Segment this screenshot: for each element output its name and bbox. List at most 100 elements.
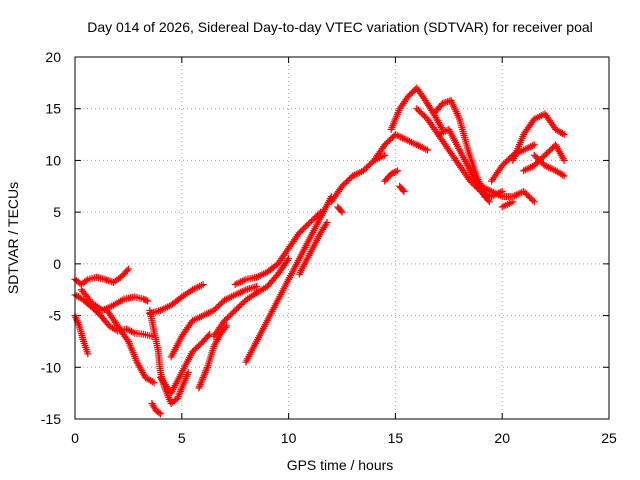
data-point-track-l: [233, 305, 241, 313]
y-tick-label: -10: [41, 359, 61, 375]
data-point-track-ab: [541, 151, 549, 159]
data-point-track-l: [234, 303, 242, 311]
data-point-track-b: [127, 327, 135, 335]
data-point-track-l: [237, 300, 245, 308]
data-point-track-q: [337, 207, 345, 215]
data-point-track-r: [385, 136, 393, 144]
data-point-track-a: [103, 276, 111, 284]
data-point-track-l: [239, 299, 247, 307]
data-point-track-f: [177, 386, 185, 394]
data-point-track-t: [399, 186, 407, 194]
y-tick-label: -15: [41, 411, 61, 427]
data-point-track-g: [156, 410, 164, 418]
x-axis-label: GPS time / hours: [287, 457, 394, 473]
data-point-track-k: [195, 384, 203, 392]
data-point-track-l: [228, 309, 236, 317]
data-point-track-aa: [560, 131, 568, 139]
data-point-track-ac: [533, 154, 541, 162]
data-point-track-ab: [559, 155, 567, 163]
data-point-track-l: [222, 315, 230, 323]
data-point-track-v: [413, 105, 421, 113]
data-point-track-aa: [558, 130, 566, 138]
data-point-track-q: [338, 208, 346, 216]
data-point-track-z: [500, 160, 508, 168]
data-point-track-l: [285, 255, 293, 263]
data-points: [71, 84, 568, 418]
data-point-track-m: [312, 213, 320, 221]
data-point-track-e: [150, 379, 158, 387]
data-point-track-x: [484, 196, 492, 204]
data-point-track-x: [485, 198, 493, 206]
data-point-track-l: [225, 312, 233, 320]
data-point-track-w: [438, 100, 446, 108]
data-point-track-v: [416, 108, 424, 116]
data-point-track-h: [204, 332, 212, 340]
data-point-track-l: [283, 256, 291, 264]
data-point-track-r: [384, 138, 392, 146]
y-tick-label: 20: [45, 49, 61, 65]
data-point-track-m: [295, 229, 303, 237]
data-point-track-l: [227, 311, 235, 319]
data-point-track-y: [520, 187, 528, 195]
data-point-track-m: [300, 224, 308, 232]
data-point-track-ac: [535, 156, 543, 164]
data-point-track-ab: [545, 147, 553, 155]
data-point-track-p: [344, 176, 352, 184]
data-point-track-m: [297, 227, 305, 235]
data-point-track-ab: [560, 156, 568, 164]
data-point-track-j: [211, 305, 219, 313]
data-point-track-ac: [560, 172, 568, 180]
data-point-track-b: [129, 328, 137, 336]
data-point-track-r: [387, 135, 395, 143]
data-point-track-k: [197, 379, 205, 387]
data-point-track-k: [199, 374, 207, 382]
x-tick-label: 20: [494, 430, 510, 446]
data-point-track-r: [382, 139, 390, 147]
y-axis-label: SDTVAR / TECUs: [5, 182, 21, 294]
data-point-track-y: [526, 193, 534, 201]
data-point-track-p: [364, 162, 372, 170]
data-point-track-ac: [532, 153, 540, 161]
data-point-track-ac: [538, 159, 546, 167]
y-tick-label: 0: [53, 256, 61, 272]
data-point-track-k: [198, 377, 206, 385]
data-point-track-p: [340, 181, 348, 189]
data-point-track-h: [192, 345, 200, 353]
data-point-track-p: [361, 165, 369, 173]
data-point-track-v: [466, 177, 474, 185]
data-point-track-l: [224, 314, 232, 322]
x-tick-label: 15: [388, 430, 404, 446]
data-point-track-i: [199, 281, 207, 289]
data-point-track-y: [529, 196, 537, 204]
data-point-track-v: [414, 106, 422, 114]
data-point-track-c: [75, 320, 83, 328]
data-point-track-f: [174, 394, 182, 402]
data-point-track-y: [521, 189, 529, 197]
axis-layer: 0 5 10 15 20 25 -15 -10 -5 0 5 10 15 20: [41, 49, 617, 446]
data-point-track-j: [213, 303, 221, 311]
data-point-track-s: [389, 169, 397, 177]
data-point-track-s: [390, 168, 398, 176]
data-point-track-z: [498, 162, 506, 170]
data-point-track-p: [365, 161, 373, 169]
y-tick-label: -5: [49, 308, 62, 324]
x-tick-label: 10: [281, 430, 297, 446]
data-point-track-s: [394, 167, 402, 175]
data-point-track-k: [201, 368, 209, 376]
data-point-track-k: [203, 365, 211, 373]
data-point-track-e: [123, 336, 131, 344]
data-point-track-j: [217, 299, 225, 307]
data-point-track-l: [230, 308, 238, 316]
data-point-track-c: [72, 315, 80, 323]
data-point-track-m: [306, 218, 314, 226]
data-point-track-w: [440, 99, 448, 107]
data-point-track-f: [176, 387, 184, 395]
data-point-track-w: [444, 98, 452, 106]
data-point-track-v: [419, 111, 427, 119]
data-point-track-m: [304, 220, 312, 228]
data-point-track-j: [253, 283, 261, 291]
data-point-track-z: [504, 156, 512, 164]
data-point-track-y: [523, 190, 531, 198]
data-point-track-m: [309, 216, 317, 224]
